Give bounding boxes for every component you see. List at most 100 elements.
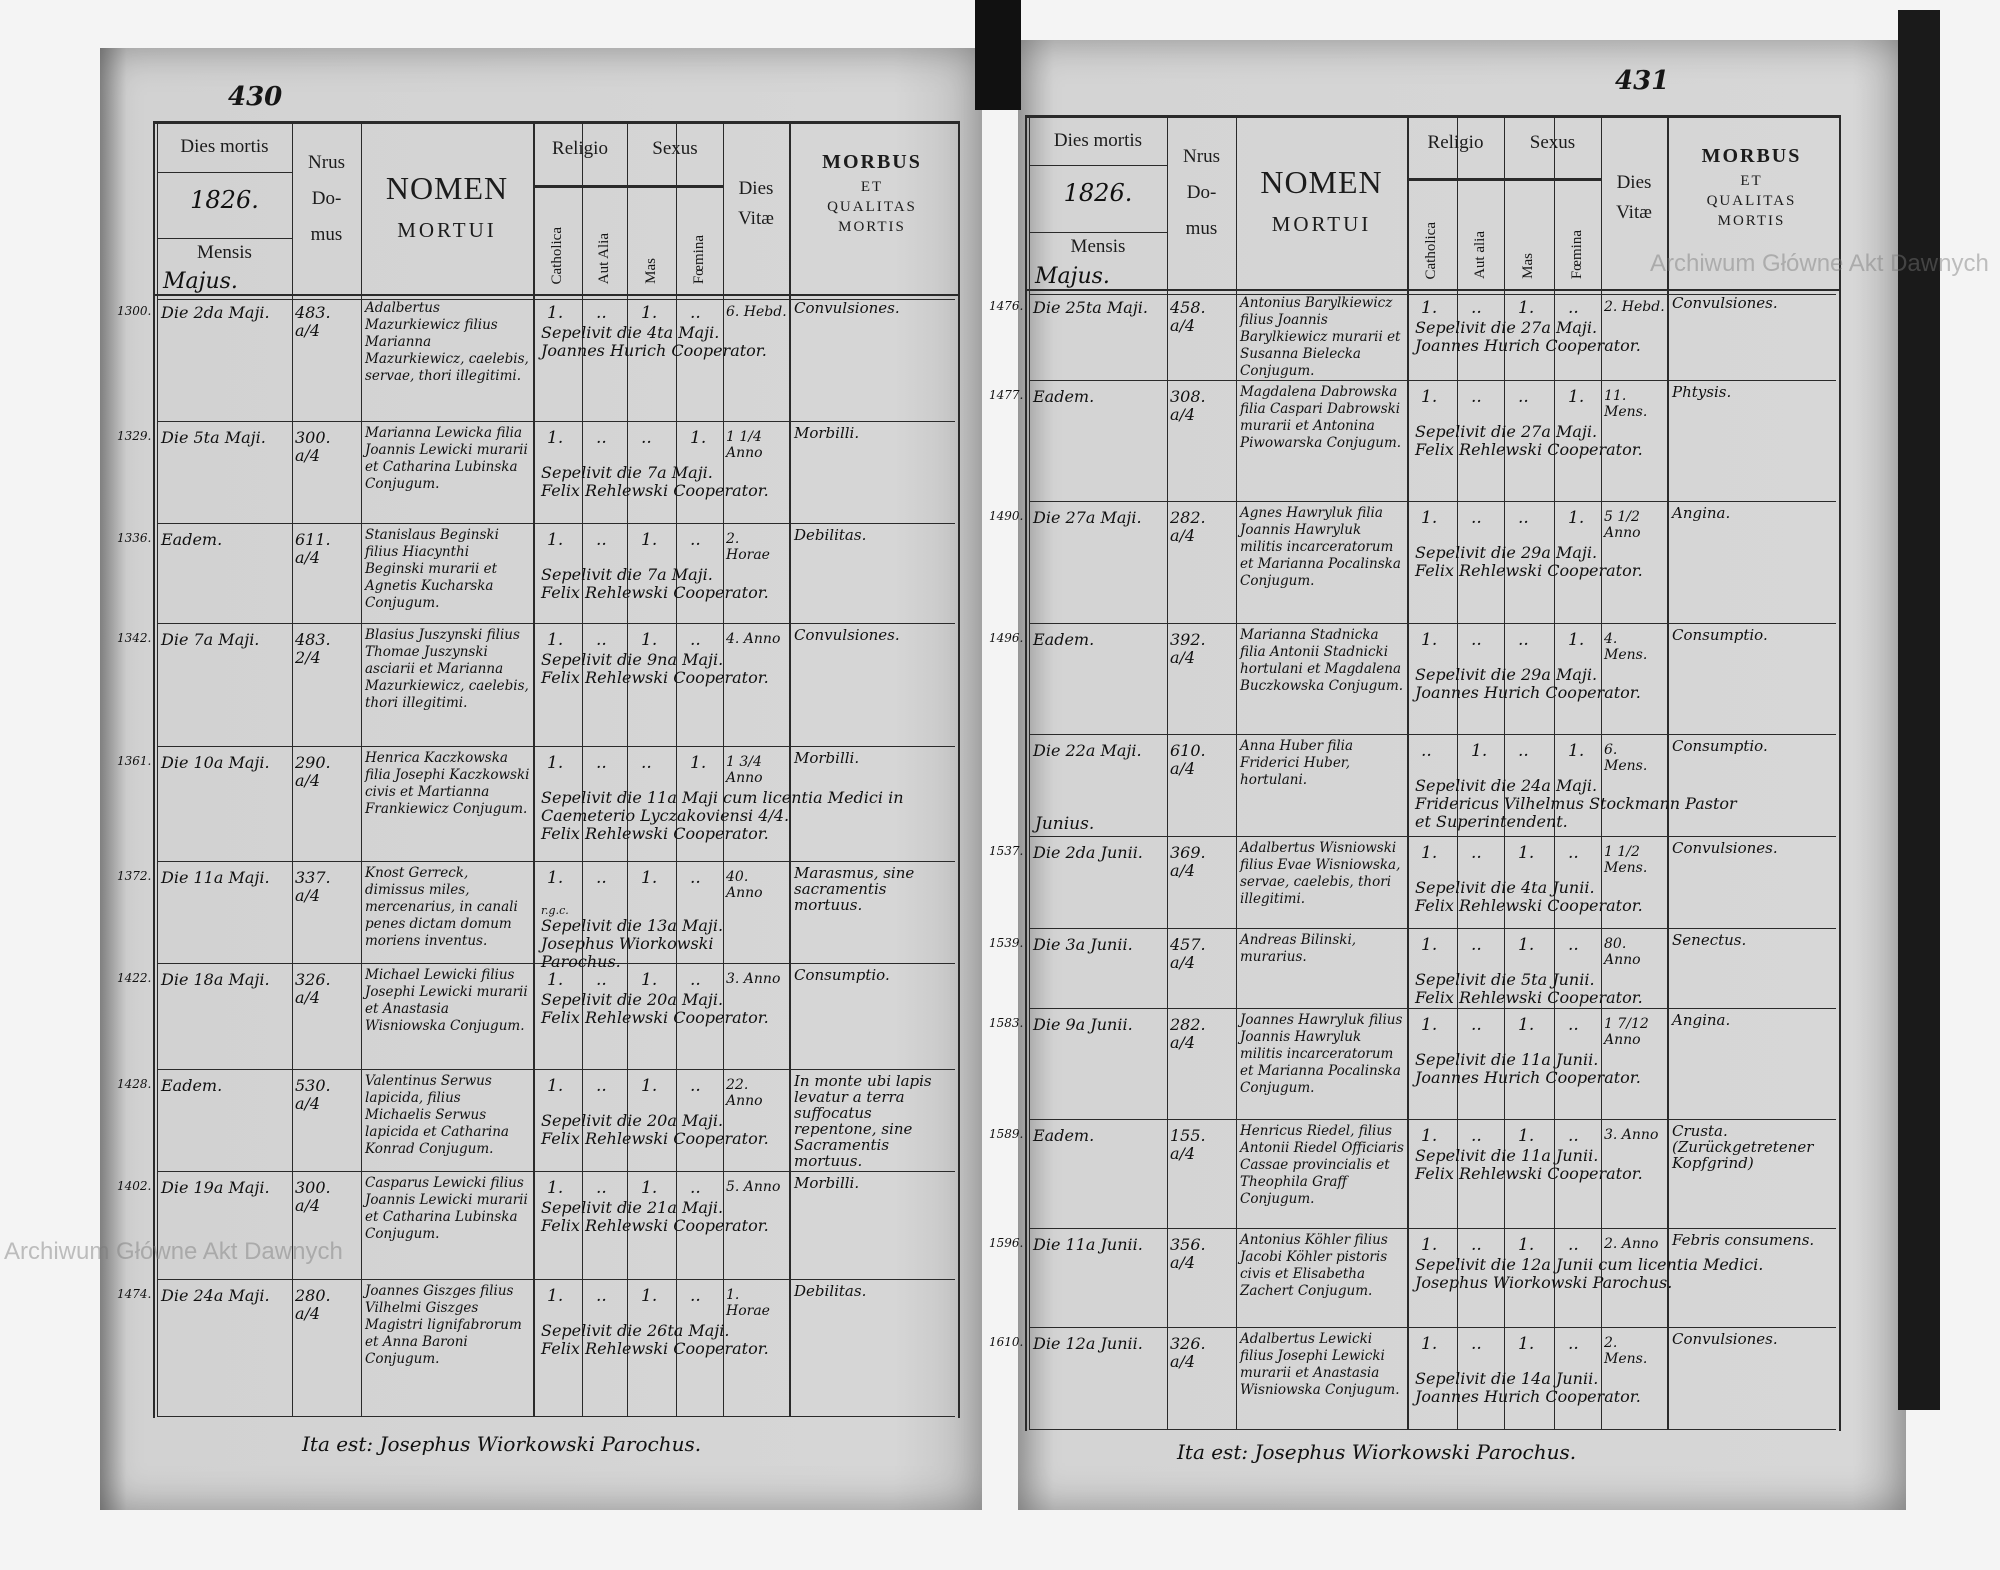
row-rule [1029, 501, 1836, 502]
entry-catholica: 1. [1421, 298, 1438, 318]
row-rule [157, 623, 955, 624]
entry-aut-alia: .. [596, 1178, 607, 1198]
entry-cause-of-death: Febris consumens. [1672, 1231, 1815, 1249]
burial-block: Sepelivit die 20a Maji. Felix Rehlewski C… [541, 991, 951, 1027]
entry-catholica: 1. [547, 970, 564, 990]
entry-foemina: .. [1568, 1015, 1579, 1035]
entry-date: Die 3a Junii. [1033, 935, 1133, 954]
watermark-right: Archiwum Główne Akt Dawnych [1650, 250, 1989, 277]
entry-aut-alia: .. [1471, 508, 1482, 528]
header-nrus: Nrus [1183, 146, 1220, 167]
entry-cause-of-death: Convulsiones. [794, 299, 900, 317]
burial-note: Joannes Hurich Cooperator. [1415, 336, 1641, 355]
burial-note: Sepelivit die 13a Maji. [541, 916, 724, 935]
entry-date: Die 7a Maji. [161, 630, 260, 649]
entry-mas: .. [1518, 741, 1529, 761]
header-et: ET [1740, 173, 1763, 189]
entry-mas: 1. [641, 970, 658, 990]
burial-note: Fridericus Vilhelmus Stockmann Pastor [1415, 794, 1737, 813]
table-left-border [1025, 115, 1027, 1431]
burial-note: Sepelivit die 9na Maji. [541, 650, 724, 669]
entry-house-number: 326. a/4 [295, 970, 331, 1007]
header-religio: Religio [1427, 132, 1484, 153]
column-rule [1167, 115, 1168, 1429]
column-rule [627, 121, 628, 1416]
entry-age: 5 1/2 Anno [1604, 509, 1641, 541]
entry-name: Adalbertus Wisniowski filius Evae Wisnio… [1240, 840, 1401, 907]
entry-name: Valentinus Serwus lapicida, filius Micha… [365, 1073, 509, 1157]
burial-note: et Superintendent. [1415, 812, 1568, 831]
entry-name: Antonius Barylkiewicz filius Joannis Bar… [1240, 295, 1401, 379]
burial-note: Joannes Hurich Cooperator. [1415, 1068, 1641, 1087]
burial-note: Felix Rehlewski Cooperator. [541, 1216, 769, 1235]
entry-foemina: .. [1568, 298, 1579, 318]
entry-cause-of-death: Marasmus, sine sacramentis mortuus. [794, 864, 915, 914]
entry-mas: 1. [641, 1178, 658, 1198]
entry-age: 2. Anno [1604, 1236, 1659, 1252]
entry-mas: 1. [641, 530, 658, 550]
entry-number: 1496. [989, 631, 1024, 645]
entry-date: Eadem. [161, 1076, 223, 1095]
column-rule [361, 121, 362, 1416]
header-rule [533, 185, 723, 188]
entry-name: Michael Lewicki filius Josephi Lewicki m… [365, 967, 528, 1034]
entry-number: 1342. [117, 631, 152, 645]
burial-block: Sepelivit die 21a Maji. Felix Rehlewski C… [541, 1199, 951, 1235]
entry-date: Eadem. [1033, 1126, 1095, 1145]
entry-aut-alia: .. [596, 303, 607, 323]
entry-foemina: .. [1568, 1126, 1579, 1146]
entry-number: 1477. [989, 388, 1024, 402]
row-rule [157, 1416, 955, 1417]
header-rule [157, 172, 292, 173]
entry-catholica: .. [1421, 741, 1432, 761]
table-top-border [153, 121, 959, 124]
entry-date: Die 11a Junii. [1033, 1235, 1143, 1254]
header-sexus: Sexus [652, 138, 698, 159]
entry-age: 1 3/4 Anno [726, 754, 763, 786]
burial-block: Sepelivit die 26ta Maji. Felix Rehlewski … [541, 1322, 951, 1358]
entry-aut-alia: .. [596, 428, 607, 448]
entry-name: Magdalena Dabrowska filia Caspari Dabrow… [1240, 384, 1402, 451]
burial-note: Sepelivit die 21a Maji. [541, 1198, 724, 1217]
entry-number: 1490. [989, 509, 1024, 523]
entry-catholica: 1. [1421, 1015, 1438, 1035]
column-rule [292, 121, 293, 1416]
entry-house-number: 282. a/4 [1170, 1015, 1206, 1052]
entry-name: Blasius Juszynski filius Thomae Juszynsk… [365, 627, 529, 711]
header-bottom-border [1029, 294, 1836, 295]
left-page [100, 48, 982, 1510]
page-number: 430 [228, 82, 283, 112]
entry-house-number: 326. a/4 [1170, 1334, 1206, 1371]
entry-aut-alia: .. [1471, 387, 1482, 407]
entry-aut-alia: .. [596, 753, 607, 773]
column-rule [1457, 115, 1458, 1429]
entry-number: 1537. [989, 844, 1024, 858]
burial-block: Sepelivit die 29a Maji. Felix Rehlewski C… [1415, 544, 1832, 580]
row-rule [157, 1069, 955, 1070]
entry-number: 1372. [117, 869, 152, 883]
entry-date: Die 12a Junii. [1033, 1334, 1143, 1353]
burial-note: Sepelivit die 27a Maji. [1415, 422, 1598, 441]
entry-cause-of-death: In monte ubi lapis levatur a terra suffo… [794, 1072, 932, 1170]
entry-name: Stanislaus Beginski filius Hiacynthi Beg… [365, 527, 499, 611]
burial-note: Sepelivit die 20a Maji. [541, 990, 724, 1009]
book-binding [975, 0, 1021, 110]
burial-block: Sepelivit die 20a Maji. Felix Rehlewski C… [541, 1112, 787, 1148]
burial-note: Felix Rehlewski Cooperator. [541, 824, 769, 843]
entry-mas: 1. [1518, 1015, 1535, 1035]
header-dies-mortis: Dies mortis [1053, 130, 1143, 151]
row-rule [157, 421, 955, 422]
header-dies-mortis: Dies mortis [180, 136, 269, 157]
entry-foemina: .. [690, 970, 701, 990]
entry-house-number: 282. a/4 [1170, 508, 1206, 545]
entry-date: Die 10a Maji. [161, 753, 270, 772]
entry-name: Adalbertus Lewicki filius Josephi Lewick… [1240, 1331, 1400, 1398]
header-rule [1407, 178, 1601, 181]
entry-cause-of-death: Crusta. (Zurückgetretener Kopfgrind) [1672, 1122, 1814, 1172]
entry-age: 3. Anno [726, 971, 781, 987]
entry-age: 1 1/4 Anno [726, 429, 763, 461]
entry-house-number: 308. a/4 [1170, 387, 1206, 424]
burial-note: Joannes Hurich Cooperator. [541, 341, 767, 360]
entry-age: 4. Anno [726, 631, 781, 647]
entry-mas: .. [641, 753, 652, 773]
